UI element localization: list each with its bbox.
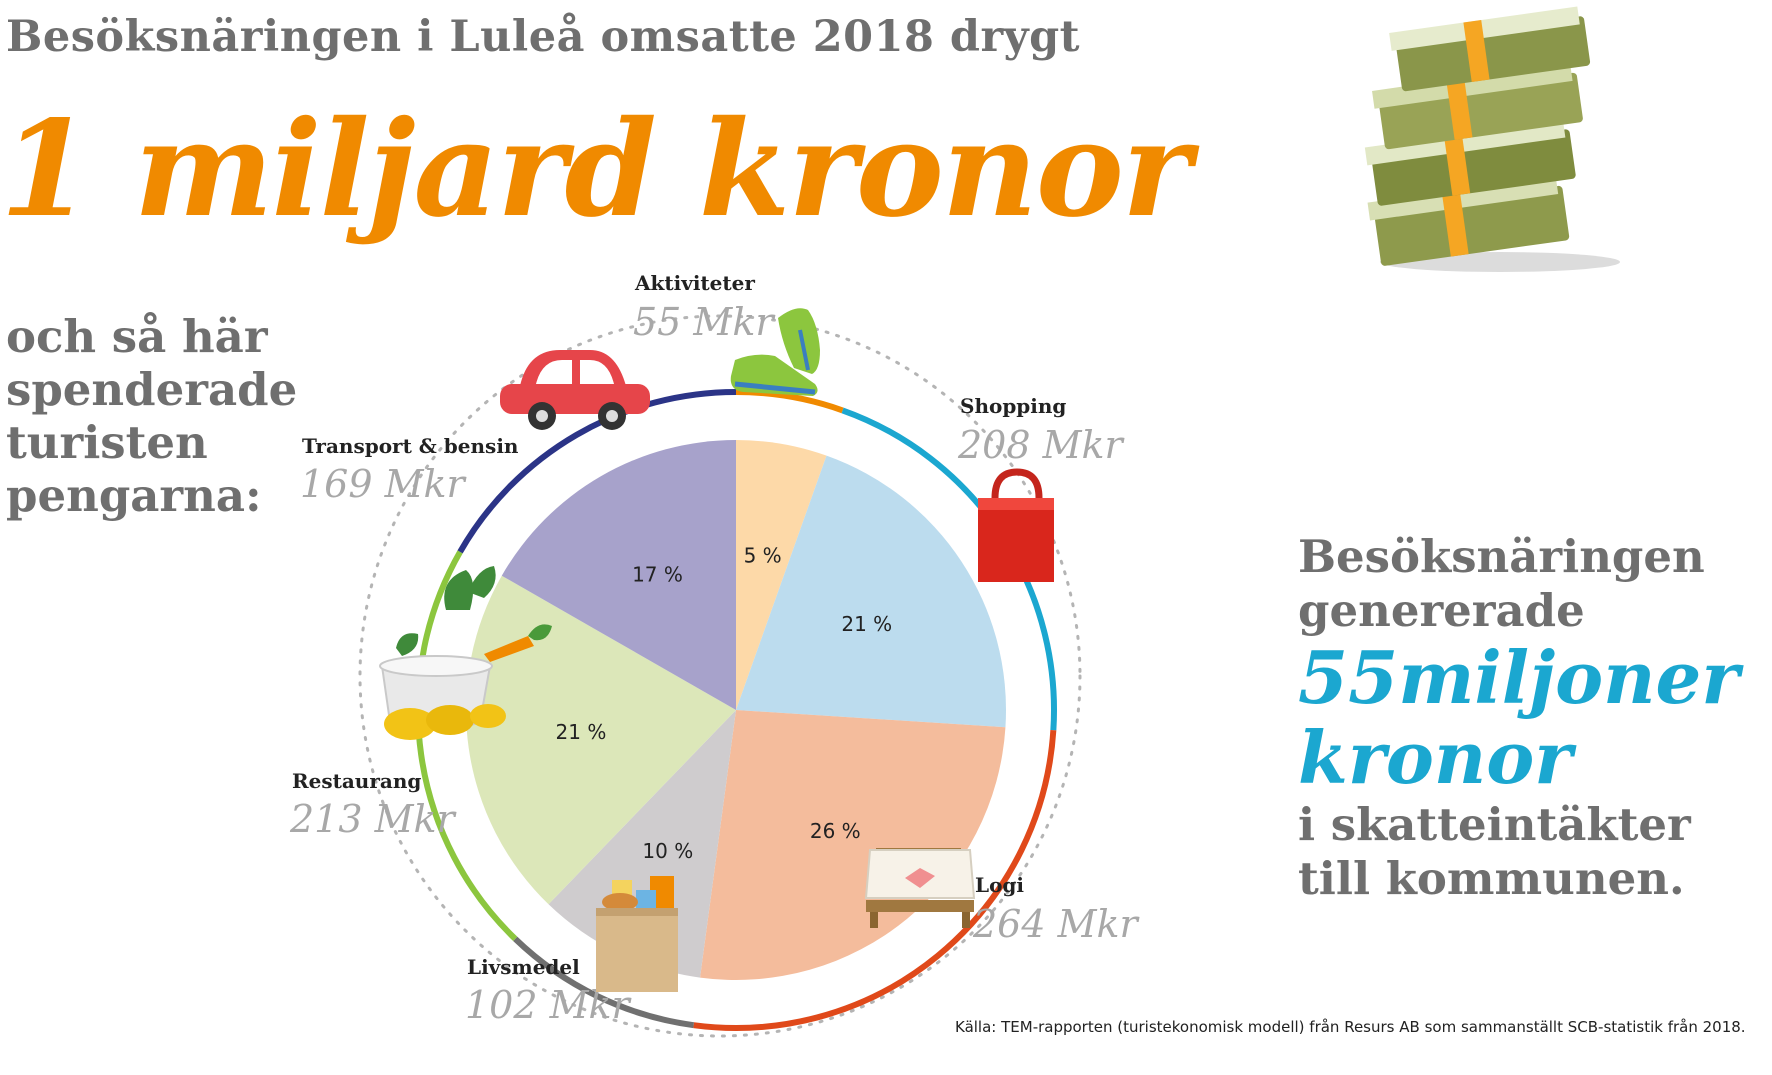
- subhead-line-1: och så här: [6, 310, 268, 363]
- value-shopping: 208 Mkr: [957, 423, 1126, 467]
- percent-label-restaurang: 21 %: [556, 720, 607, 744]
- pie-slice-transport: [501, 440, 736, 710]
- value-aktiviteter: 55 Mkr: [633, 300, 776, 344]
- subhead: och så här spenderade turisten pengarna:: [6, 310, 298, 522]
- cooking-pot-icon: [379, 566, 552, 740]
- sneaker-icon: [730, 308, 820, 396]
- ring-arc-logi: [693, 730, 1057, 1032]
- tax-statement: Besöksnäringen genererade 55miljoner kro…: [1298, 530, 1768, 906]
- tax-line-1: Besöksnäringen: [1298, 530, 1705, 583]
- source-note: Källa: TEM-rapporten (turistekonomisk mo…: [955, 1018, 1746, 1036]
- percent-labels: 5 % 21 % 26 % 10 % 21 % 17 %: [556, 544, 893, 863]
- subhead-line-4: pengarna:: [6, 469, 262, 522]
- value-restaurang: 213 Mkr: [289, 797, 458, 841]
- bed-icon: [864, 848, 976, 928]
- percent-label-transport: 17 %: [632, 563, 683, 587]
- ring-arc-restaurang: [415, 550, 518, 941]
- percent-label-livsmedel: 10 %: [642, 839, 693, 863]
- label-logi: Logi: [975, 873, 1024, 897]
- ring-arc-livsmedel: [513, 936, 695, 1029]
- grocery-bag-icon: [596, 876, 678, 992]
- label-aktiviteter: Aktiviteter: [634, 271, 755, 295]
- tax-unit: kronor: [1298, 715, 1573, 800]
- label-livsmedel: Livsmedel: [467, 955, 580, 979]
- tax-line-2: genererade: [1298, 584, 1585, 637]
- headline: 1 miljard kronor: [0, 92, 1191, 247]
- tax-line-3: i skatteintäkter: [1298, 798, 1691, 851]
- car-icon: [500, 350, 650, 430]
- label-shopping: Shopping: [960, 394, 1066, 418]
- shopping-bag-icon: [978, 468, 1054, 582]
- label-restaurang: Restaurang: [292, 769, 421, 793]
- pie-slice-livsmedel: [548, 710, 736, 978]
- tax-amount: 55miljoner: [1298, 635, 1740, 720]
- pie-slice-restaurang: [466, 575, 736, 905]
- subhead-line-3: turisten: [6, 416, 208, 469]
- percent-label-shopping: 21 %: [841, 612, 892, 636]
- ring-arc-transport: [457, 389, 737, 554]
- money-stack-icon: [1364, 6, 1620, 272]
- value-transport: 169 Mkr: [300, 462, 468, 506]
- pie-slice-shopping: [736, 455, 1007, 728]
- percent-label-aktiviteter: 5 %: [744, 544, 782, 568]
- intro-text: Besöksnäringen i Luleå omsatte 2018 dryg…: [6, 12, 1081, 62]
- pie-slice-logi: [700, 710, 1006, 980]
- pie-slice-aktiviteter: [736, 440, 827, 710]
- tax-line-4: till kommunen.: [1298, 852, 1685, 905]
- pie-slices: [466, 440, 1007, 980]
- dotted-outer-ring: [358, 314, 1082, 1038]
- value-logi: 264 Mkr: [972, 902, 1141, 946]
- subhead-line-2: spenderade: [6, 363, 298, 416]
- label-transport: Transport & bensin: [302, 434, 519, 458]
- ring-arc-aktiviteter: [735, 389, 844, 414]
- percent-label-logi: 26 %: [810, 819, 861, 843]
